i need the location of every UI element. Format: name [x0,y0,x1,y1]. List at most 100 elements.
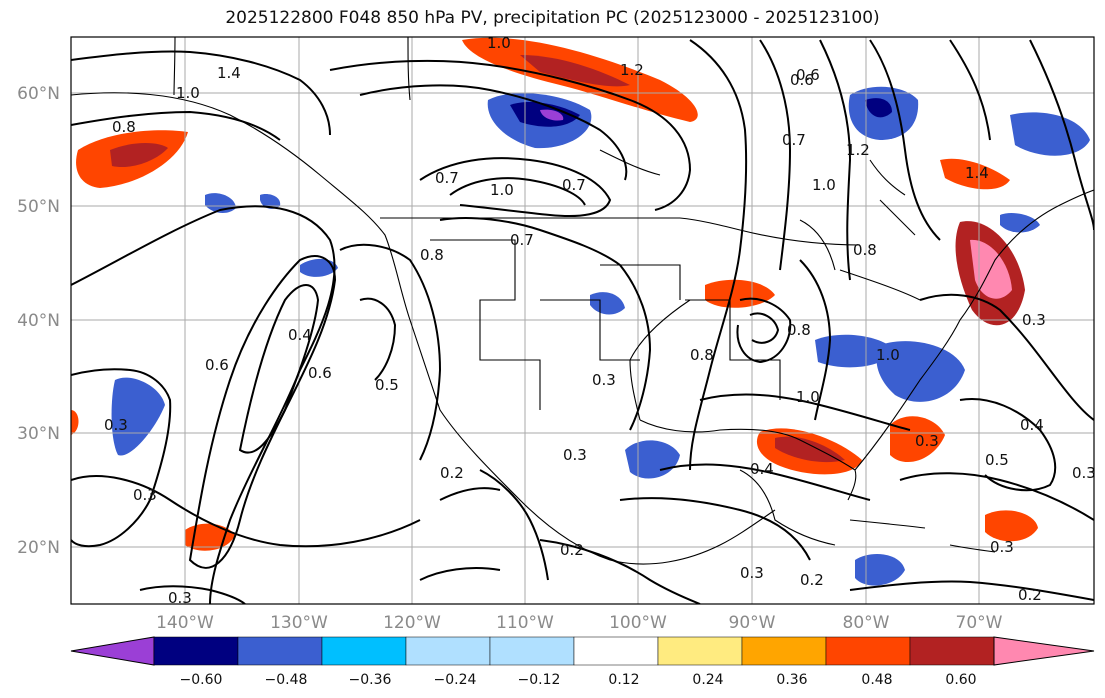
contour-label: 0.5 [985,451,1009,469]
colorbar-tick-label: −0.24 [434,672,477,688]
contour-label: 0.6 [205,356,229,374]
contour-label: 0.7 [782,131,806,149]
contour-label: 0.3 [1022,311,1046,329]
precip-area-hudson-core [865,98,892,118]
pv-contours [71,39,1094,604]
lon-label: 70°W [956,613,1003,633]
colorbar-tick-label: 0.12 [608,672,639,688]
precip-area-atlantic-south [985,510,1038,542]
colorbar-segment [825,636,911,666]
contour-label: 0.2 [560,541,584,559]
contour-label: 1.4 [217,64,241,82]
contour-label: 0.4 [750,460,774,478]
precip-area-texas [590,292,625,315]
contour-label: 0.2 [440,464,464,482]
contour-label: 0.3 [1072,464,1096,482]
contour-labels: 1.0 1.2 1.4 1.0 0.8 0.6 0.7 1.0 0.7 0.7 … [104,34,1096,607]
precip-area-pacific-west [111,377,165,456]
colorbar-segment [405,636,491,666]
lat-label: 50°N [17,197,60,217]
precip-area-labrador [940,158,1010,190]
colorbar-segment [741,636,827,666]
colorbar-tick-label: 0.36 [776,672,807,688]
lon-label: 120°W [383,613,441,633]
contour-label: 1.0 [490,181,514,199]
colorbar-tick-label: −0.48 [265,672,308,688]
colorbar-tick-label: 0.60 [945,672,976,688]
contour-label: 0.6 [790,71,814,89]
colorbar-tick-label: −0.12 [518,672,561,688]
contour-label: 0.7 [510,231,534,249]
colorbar-segment [573,636,659,666]
lon-label: 140°W [156,613,214,633]
graticule [71,37,1094,604]
colorbar-tick-label: 0.24 [692,672,723,688]
precip-area-newfoundland [1000,213,1040,233]
colorbar-segment [489,636,575,666]
contour-label: 0.8 [853,241,877,259]
lon-label: 90°W [729,613,776,633]
lat-label: 40°N [17,311,60,331]
precip-area-carolinas [876,341,965,402]
precip-area-far-west [71,410,79,435]
colorbar-min-extend [70,636,155,666]
precip-area-bc-coast-min [540,109,564,121]
precip-area-midwest [705,279,775,308]
contour-label: 1.0 [812,176,836,194]
lon-label: 110°W [496,613,554,633]
contour-label: 1.4 [965,164,989,182]
colorbar-segment [237,636,323,666]
precip-area-alaska-core [110,143,168,168]
precip-area-pacific-nw [300,258,338,277]
contour-label: 0.3 [133,486,157,504]
contour-label: 1.2 [846,141,870,159]
colorbar-tick-label: 0.48 [861,672,892,688]
contour-label: 1.0 [796,388,820,406]
contour-label: 0.8 [787,321,811,339]
colorbar: −0.60 −0.48 −0.36 −0.24 −0.12 0.12 0.24 … [70,636,1095,688]
contour-label: 0.8 [420,246,444,264]
contour-label: 1.2 [620,61,644,79]
colorbar-tick-label: −0.36 [349,672,392,688]
lon-label: 100°W [609,613,667,633]
map-title: 2025122800 F048 850 hPa PV, precipitatio… [225,8,880,28]
colorbar-max-extend [993,636,1095,666]
precip-area-gulf-core [775,436,845,463]
lat-label: 20°N [17,538,60,558]
contour-label: 0.3 [592,371,616,389]
lat-label: 30°N [17,424,60,444]
contour-label: 0.7 [435,169,459,187]
precip-area-north-pacific-core [520,55,630,87]
contour-label: 0.3 [168,589,192,607]
colorbar-segment [657,636,743,666]
contour-label: 0.6 [308,364,332,382]
contour-label: 1.0 [876,346,900,364]
contour-label: 1.0 [487,34,511,52]
contour-label: 0.4 [1020,416,1044,434]
contour-label: 0.3 [990,538,1014,556]
lon-label: 80°W [843,613,890,633]
map-frame [70,36,1095,605]
contour-label: 0.6 [796,66,820,84]
lat-label: 60°N [17,84,60,104]
contour-label: 0.7 [562,176,586,194]
colorbar-ticks: −0.60 −0.48 −0.36 −0.24 −0.12 0.12 0.24 … [180,672,977,688]
precip-area-north-pacific-blue-2 [260,194,281,209]
contour-label: 0.8 [112,118,136,136]
contour-label: 0.3 [104,416,128,434]
contour-label: 0.2 [1018,586,1042,604]
colorbar-tick-label: −0.60 [180,672,223,688]
colorbar-segment [153,636,239,666]
contour-label: 1.0 [176,84,200,102]
contour-label: 0.3 [740,564,764,582]
contour-label: 0.2 [800,571,824,589]
latitude-labels: 60°N 50°N 40°N 30°N 20°N [17,84,60,558]
contour-label: 0.5 [375,376,399,394]
precip-area-caribbean [855,554,905,586]
contour-label: 0.4 [288,326,312,344]
lon-label: 130°W [270,613,328,633]
colorbar-segment [909,636,995,666]
colorbar-segment [321,636,407,666]
precip-area-great-lakes [815,334,895,368]
